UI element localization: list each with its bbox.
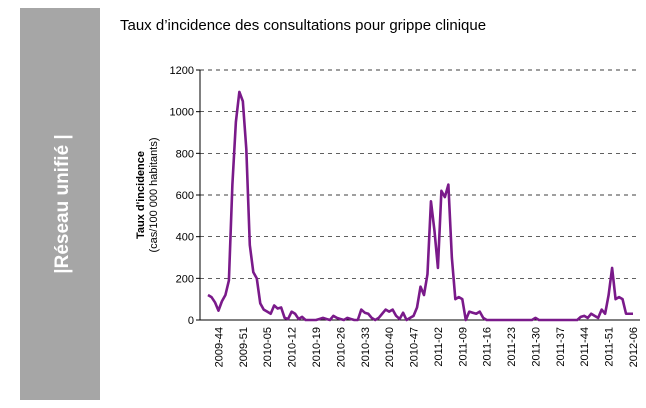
- data-line: [207, 90, 633, 322]
- y-tick-label: 1000: [170, 107, 194, 119]
- x-tick-label: 2010-40: [384, 327, 396, 367]
- x-tick-label: 2011-16: [482, 327, 494, 367]
- y-axis-unit: (cas/100 000 habitants): [148, 138, 160, 253]
- y-axis-label: Taux d'incidence: [135, 151, 147, 239]
- x-tick-label: 2009-44: [213, 327, 225, 367]
- y-tick-label: 800: [176, 148, 194, 160]
- sidebar-label: |Réseau unifié |: [52, 134, 73, 273]
- x-tick-label: 2011-44: [579, 327, 591, 367]
- y-tick-label: 400: [176, 232, 194, 244]
- x-tick-label: 2010-47: [409, 327, 421, 367]
- x-tick-label: 2009-51: [238, 327, 250, 367]
- x-tick-label: 2010-05: [262, 327, 274, 367]
- y-tick-label: 0: [188, 315, 194, 327]
- x-tick-label: 2010-26: [335, 327, 347, 367]
- x-tick-label: 2010-19: [311, 327, 323, 367]
- x-tick-label: 2010-33: [360, 327, 372, 367]
- x-tick-label: 2011-02: [433, 327, 445, 367]
- x-tick-label: 2011-51: [604, 327, 616, 367]
- x-tick-label: 2011-37: [555, 327, 567, 367]
- x-tick-label: 2012-06: [628, 327, 640, 367]
- x-tick-label: 2010-12: [287, 327, 299, 367]
- x-tick-label: 2011-23: [506, 327, 518, 367]
- sidebar: [20, 8, 100, 400]
- y-tick-label: 1200: [170, 65, 194, 77]
- y-tick-label: 200: [176, 273, 194, 285]
- y-tick-label: 600: [176, 190, 194, 202]
- x-tick-label: 2011-30: [530, 327, 542, 367]
- chart-title: Taux d’incidence des consultations pour …: [120, 17, 486, 34]
- x-tick-label: 2011-09: [457, 327, 469, 367]
